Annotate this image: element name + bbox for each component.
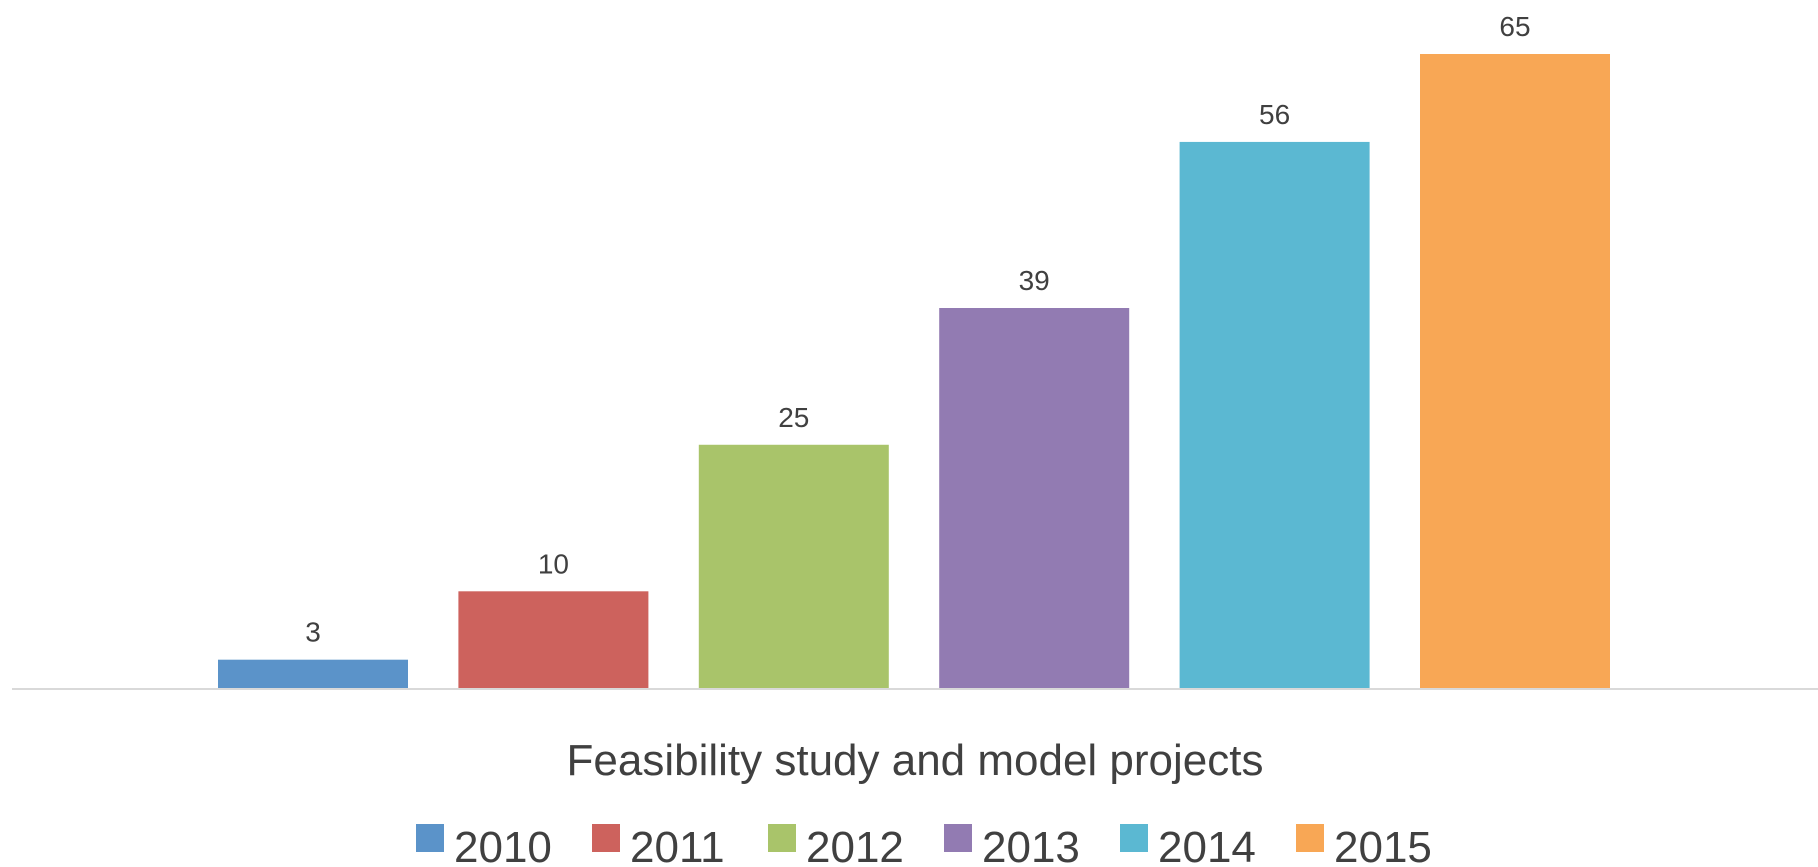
bar-2014 <box>1179 141 1370 689</box>
legend-item-2015: 2015 <box>1296 823 1432 867</box>
x-axis-title: Feasibility study and model projects <box>567 736 1264 785</box>
legend: 2010 2011 2012 2013 2014 2015 <box>416 823 1432 867</box>
bar-2011 <box>458 591 649 689</box>
legend-swatch-2014 <box>1120 824 1148 852</box>
value-labels-group: 3 10 25 39 56 65 <box>305 11 1530 648</box>
legend-swatch-2013 <box>944 824 972 852</box>
legend-label-2010: 2010 <box>454 823 552 867</box>
value-label-2011: 10 <box>538 548 569 579</box>
value-label-2015: 65 <box>1499 11 1530 42</box>
value-label-2010: 3 <box>305 617 321 648</box>
bar-2015 <box>1420 54 1610 689</box>
legend-item-2013: 2013 <box>944 823 1080 867</box>
legend-label-2015: 2015 <box>1334 823 1432 867</box>
legend-swatch-2012 <box>768 824 796 852</box>
value-label-2012: 25 <box>778 402 809 433</box>
legend-swatch-2015 <box>1296 824 1324 852</box>
legend-label-2011: 2011 <box>630 823 725 867</box>
legend-label-2013: 2013 <box>982 823 1080 867</box>
bars-group <box>218 54 1610 689</box>
bar-2012 <box>698 444 889 689</box>
legend-swatch-2010 <box>416 824 444 852</box>
value-label-2014: 56 <box>1259 99 1290 130</box>
legend-label-2014: 2014 <box>1158 823 1256 867</box>
legend-item-2010: 2010 <box>416 823 552 867</box>
legend-label-2012: 2012 <box>806 823 904 867</box>
legend-item-2014: 2014 <box>1120 823 1256 867</box>
legend-swatch-2011 <box>592 824 620 852</box>
value-label-2013: 39 <box>1019 265 1050 296</box>
bar-2010 <box>218 659 408 689</box>
legend-item-2012: 2012 <box>768 823 904 867</box>
bar-2013 <box>939 308 1130 689</box>
legend-item-2011: 2011 <box>592 823 725 867</box>
